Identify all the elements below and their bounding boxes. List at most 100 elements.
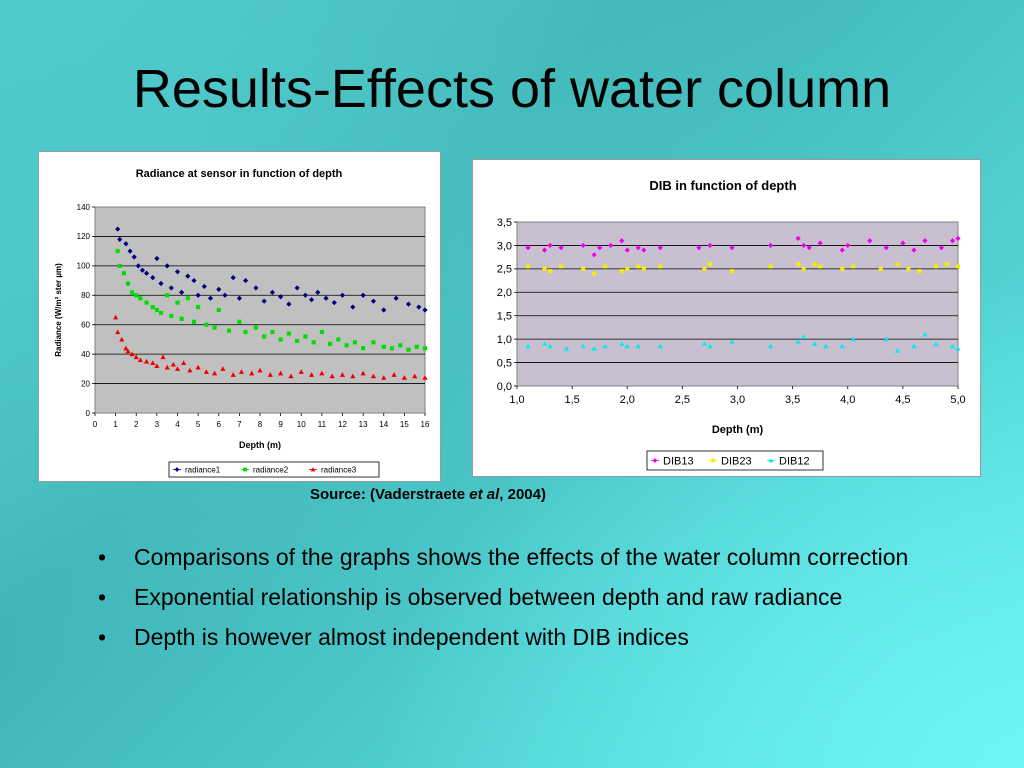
data-point-radiance3 — [370, 373, 377, 379]
data-point-DIB12 — [591, 345, 597, 351]
x-tick-label: 1 — [113, 420, 118, 429]
data-point-radiance2 — [237, 319, 242, 324]
y-tick-label: 120 — [77, 232, 91, 241]
data-point-radiance1 — [286, 301, 292, 307]
data-point-radiance3 — [422, 375, 428, 380]
data-point-radiance2 — [303, 334, 308, 339]
data-point-radiance3 — [195, 364, 201, 370]
data-point-radiance1 — [393, 295, 399, 301]
data-point-DIB23 — [702, 266, 707, 271]
data-point-radiance2 — [169, 313, 174, 318]
data-point-DIB13 — [624, 247, 630, 253]
data-point-radiance3 — [115, 329, 121, 335]
legend-marker-DIB12 — [768, 458, 774, 463]
data-point-DIB12 — [729, 338, 735, 344]
legend-label-radiance1: radiance1 — [185, 465, 221, 474]
data-point-radiance2 — [381, 344, 386, 349]
x-axis-label: Depth (m) — [712, 424, 764, 436]
x-tick-label: 8 — [258, 420, 263, 429]
y-tick-label: 2,5 — [497, 264, 512, 276]
data-point-radiance2 — [406, 347, 411, 352]
data-point-radiance3 — [230, 372, 236, 377]
data-point-DIB23 — [641, 266, 646, 271]
data-point-radiance1 — [308, 297, 315, 303]
data-point-radiance3 — [164, 364, 170, 370]
data-point-DIB12 — [911, 343, 917, 349]
data-point-radiance3 — [220, 366, 226, 371]
data-point-radiance2 — [414, 344, 419, 349]
x-tick-label: 7 — [237, 420, 242, 429]
legend-marker-radiance1 — [174, 467, 180, 472]
data-point-DIB23 — [840, 266, 845, 271]
bullet-item: • Depth is however almost independent wit… — [98, 622, 928, 652]
data-point-radiance2 — [165, 293, 170, 298]
data-point-DIB12 — [767, 343, 774, 349]
plot-area — [94, 206, 426, 414]
data-point-radiance3 — [350, 373, 356, 379]
bullet-text: Exponential relationship is observed bet… — [134, 584, 843, 610]
data-point-radiance3 — [267, 372, 273, 377]
data-point-radiance2 — [138, 296, 143, 301]
x-tick-label: 2,5 — [675, 394, 690, 406]
data-point-DIB12 — [707, 343, 713, 349]
data-point-radiance3 — [150, 360, 156, 366]
data-point-radiance2 — [319, 329, 324, 335]
data-point-radiance1 — [222, 292, 228, 298]
data-point-DIB23 — [944, 262, 950, 267]
data-point-DIB12 — [812, 341, 818, 346]
data-point-radiance1 — [117, 236, 123, 242]
data-point-radiance3 — [212, 370, 218, 376]
data-point-radiance3 — [401, 375, 407, 380]
data-point-radiance2 — [185, 296, 190, 301]
data-point-radiance2 — [196, 304, 201, 310]
data-point-DIB23 — [917, 269, 922, 274]
data-point-radiance3 — [391, 372, 397, 377]
data-point-radiance2 — [422, 346, 428, 351]
data-point-DIB12 — [701, 341, 708, 346]
data-point-DIB23 — [818, 264, 823, 269]
data-point-radiance1 — [381, 307, 387, 313]
data-point-radiance3 — [154, 363, 160, 368]
bullet-text: Comparisons of the graphs shows the effe… — [134, 544, 909, 570]
data-point-radiance3 — [181, 360, 187, 366]
data-point-radiance2 — [344, 343, 349, 348]
x-tick-label: 3,5 — [785, 394, 800, 406]
x-tick-label: 16 — [421, 420, 430, 429]
dib-chart: DIB in function of depth 0,0 0,5 1,0 1,5 2,0 2… — [497, 178, 966, 471]
data-point-radiance1 — [269, 289, 275, 295]
data-point-DIB13 — [938, 245, 945, 251]
legend-label-radiance3: radiance3 — [321, 465, 357, 474]
data-point-radiance1 — [143, 270, 150, 276]
data-point-DIB23 — [729, 269, 735, 274]
chart-title: DIB in function of depth — [649, 178, 796, 193]
data-point-radiance2 — [286, 331, 291, 336]
data-point-radiance3 — [249, 370, 255, 376]
data-point-radiance2 — [243, 329, 248, 335]
data-point-DIB12 — [955, 345, 961, 351]
data-point-DIB12 — [635, 343, 641, 349]
x-tick-label: 2 — [134, 420, 139, 429]
x-tick-label: 11 — [318, 420, 327, 429]
y-tick-label: 0,0 — [497, 381, 512, 393]
data-point-DIB23 — [801, 266, 806, 271]
data-point-DIB12 — [839, 343, 845, 349]
data-point-radiance1 — [261, 298, 267, 304]
x-tick-label: 14 — [379, 420, 388, 429]
data-point-DIB13 — [806, 245, 812, 251]
data-point-DIB13 — [795, 235, 801, 241]
data-point-radiance2 — [311, 340, 316, 345]
legend-marker-DIB13 — [652, 458, 658, 463]
bullet-glyph: • — [98, 584, 107, 610]
source-prefix: Source: (Vaderstraete — [310, 486, 470, 503]
bullet-glyph: • — [98, 544, 107, 570]
data-point-radiance1 — [323, 295, 329, 301]
data-point-radiance2 — [130, 290, 135, 295]
data-point-radiance1 — [158, 280, 164, 287]
data-point-DIB13 — [883, 245, 889, 251]
data-point-radiance3 — [308, 372, 315, 377]
data-point-radiance2 — [270, 329, 275, 335]
data-point-radiance3 — [160, 354, 166, 360]
data-point-DIB23 — [768, 264, 773, 269]
data-point-radiance3 — [137, 357, 143, 363]
x-tick-label: 13 — [359, 420, 368, 429]
